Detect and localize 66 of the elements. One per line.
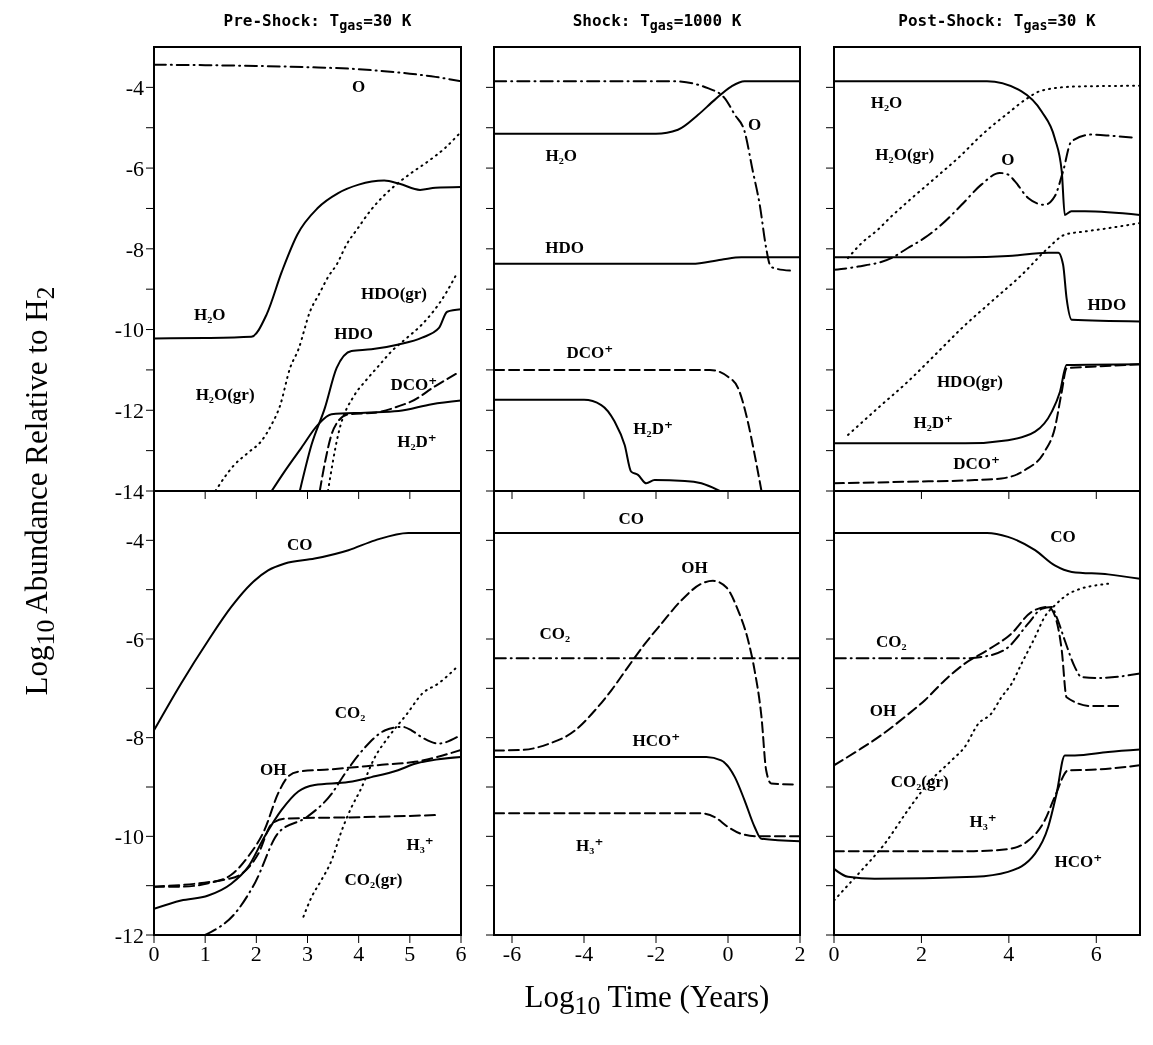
y-tick-label: -8 bbox=[125, 725, 144, 751]
series-label: HCO⁺ bbox=[632, 729, 681, 751]
series-label: H₂D⁺ bbox=[913, 411, 954, 433]
y-tick-label: -4 bbox=[125, 528, 144, 554]
series-label: CO₂ bbox=[875, 632, 907, 653]
series-label: O bbox=[1001, 149, 1015, 170]
y-tick-label: -14 bbox=[114, 478, 144, 504]
series-label: HDO(gr) bbox=[936, 371, 1003, 392]
series-label: HCO⁺ bbox=[1054, 850, 1103, 871]
series-label: HDO bbox=[1087, 294, 1127, 315]
x-tick-label: 4 bbox=[353, 940, 365, 966]
x-tick-label: 2 bbox=[794, 940, 806, 966]
x-tick-label: 1 bbox=[199, 940, 211, 966]
series-label: HDO bbox=[545, 238, 584, 258]
x-tick-label: 3 bbox=[302, 940, 313, 966]
x-tick-label: -4 bbox=[574, 940, 594, 966]
series-label: H₂O bbox=[193, 304, 226, 325]
x-tick-label: -2 bbox=[646, 940, 666, 966]
series-label: H₂D⁺ bbox=[397, 430, 437, 452]
series-label: HDO bbox=[334, 324, 373, 345]
series-label: H₂D⁺ bbox=[633, 417, 673, 439]
series-label: DCO⁺ bbox=[953, 452, 1000, 474]
series-label: CO bbox=[618, 509, 644, 530]
y-tick-label: -6 bbox=[125, 626, 144, 652]
series-label: DCO⁺ bbox=[390, 373, 438, 395]
series-label: CO₂ bbox=[334, 703, 366, 724]
series-label: CO₂ bbox=[539, 624, 571, 645]
series-label: OH bbox=[259, 760, 287, 781]
y-tick-label: -4 bbox=[125, 75, 144, 101]
x-tick-label: 6 bbox=[1090, 940, 1102, 966]
x-tick-label: -6 bbox=[502, 940, 522, 966]
chart-title: Shock: T$_{gas}$=1000 K bbox=[571, 11, 743, 34]
y-tick-label: -6 bbox=[125, 155, 144, 181]
series-label: CO bbox=[1050, 526, 1076, 547]
x-tick-label: 4 bbox=[1003, 940, 1015, 966]
x-tick-label: 2 bbox=[915, 940, 927, 966]
series-label: O bbox=[352, 76, 366, 97]
series-label: H₂O(gr) bbox=[195, 384, 255, 405]
series-label: CO bbox=[287, 535, 313, 556]
series-label: H₂O(gr) bbox=[875, 144, 935, 165]
x-tick-label: 0 bbox=[722, 940, 734, 966]
y-tick-label: -12 bbox=[114, 398, 144, 424]
series-label: HDO(gr) bbox=[360, 284, 428, 305]
x-tick-label: 2 bbox=[250, 940, 262, 966]
y-tick-label: -10 bbox=[114, 317, 144, 343]
series-label: DCO⁺ bbox=[566, 341, 614, 363]
x-axis-title: Log$_{10}$ Time (Years) bbox=[524, 978, 770, 1022]
series-label: H₃⁺ bbox=[406, 833, 434, 855]
series-label: OH bbox=[681, 558, 708, 579]
series-label: OH bbox=[869, 700, 897, 721]
series-label: CO₂(gr) bbox=[890, 772, 949, 793]
x-tick-label: 0 bbox=[828, 940, 840, 966]
y-tick-label: -8 bbox=[125, 236, 144, 262]
y-tick-label: -10 bbox=[114, 824, 144, 850]
series-label: H₃⁺ bbox=[969, 810, 997, 832]
chart-title: Post-Shock: T$_{gas}$=30 K bbox=[897, 11, 1097, 34]
x-tick-label: 5 bbox=[404, 940, 416, 966]
series-label: O bbox=[748, 114, 762, 135]
series-label: CO₂(gr) bbox=[344, 870, 403, 891]
series-label: H₂O bbox=[870, 93, 903, 114]
x-tick-label: 0 bbox=[148, 940, 160, 966]
x-tick-label: 6 bbox=[455, 940, 467, 966]
y-tick-label: -12 bbox=[114, 922, 144, 948]
series-label: H₂O bbox=[545, 146, 578, 167]
chart-title: Pre-Shock: T$_{gas}$=30 K bbox=[222, 11, 413, 34]
series-label: H₃⁺ bbox=[576, 834, 604, 856]
